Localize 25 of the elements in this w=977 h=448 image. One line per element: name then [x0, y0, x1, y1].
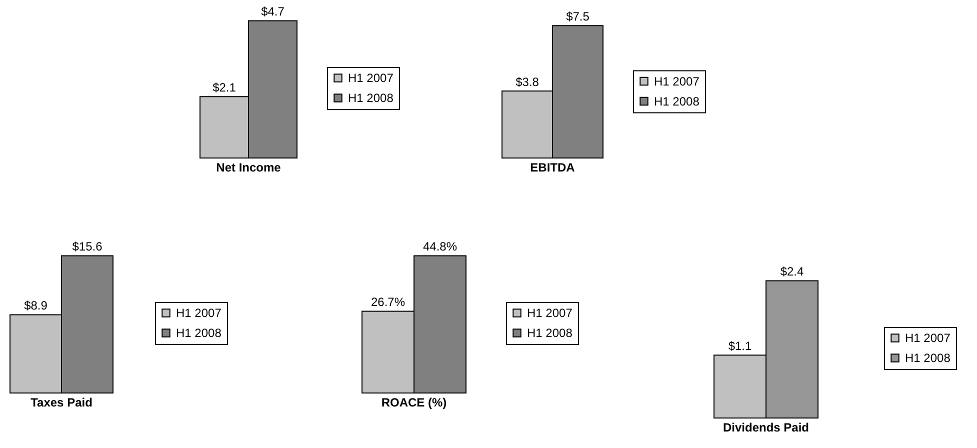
data-label: $1.1 [728, 339, 752, 354]
data-label: 44.8% [422, 240, 458, 254]
legend-label: H1 2008 [905, 351, 951, 365]
legend-label: H1 2008 [348, 91, 394, 105]
x-tick-label: Net Income [216, 160, 282, 174]
legend-label: H1 2007 [654, 74, 700, 88]
data-label: 26.7% [370, 295, 406, 310]
x-tick-label: EBITDA [530, 160, 576, 174]
data-label: $2.1 [212, 80, 236, 95]
x-tick-label: Dividends Paid [722, 420, 810, 434]
x-tick-label: ROACE (%) [381, 396, 447, 410]
legend-label: H1 2007 [527, 306, 573, 320]
legend-label: H1 2007 [348, 71, 394, 85]
legend-label: H1 2008 [654, 94, 700, 108]
data-label: $15.6 [72, 240, 103, 254]
legend-label: H1 2007 [176, 306, 222, 320]
data-label: $2.4 [780, 264, 804, 279]
data-label: $8.9 [24, 298, 48, 313]
legend-label: H1 2008 [176, 326, 222, 340]
legend-label: H1 2007 [905, 331, 951, 345]
data-label: $4.7 [261, 4, 285, 19]
legend-label: H1 2008 [527, 326, 573, 340]
data-label: $3.8 [516, 74, 540, 89]
x-tick-label: Taxes Paid [30, 396, 92, 410]
data-label: $7.5 [566, 10, 590, 24]
